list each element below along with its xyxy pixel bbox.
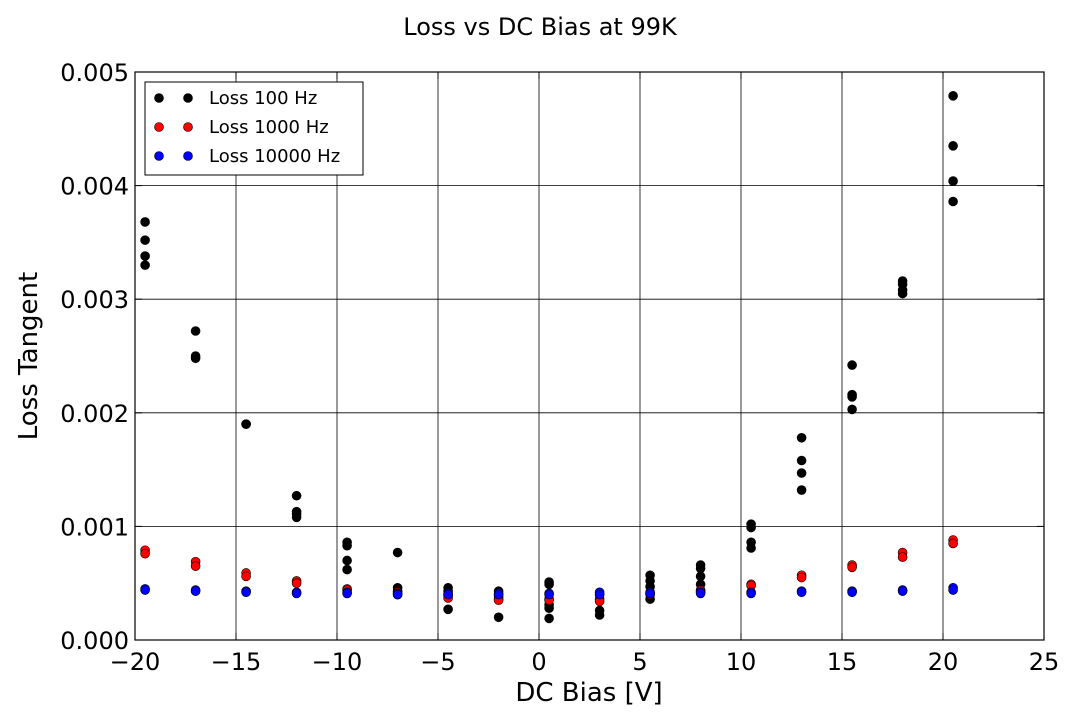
x-tick-label: −5 [420,648,455,676]
chart-legend: Loss 100 Hz Loss 1000 Hz Loss 10000 Hz [144,81,364,176]
data-point [897,552,908,562]
legend-label: Loss 1000 Hz [209,117,329,138]
chart-title: Loss vs DC Bias at 99K [403,13,678,41]
y-tick-label: 0.000 [60,627,129,655]
data-point [544,603,554,613]
data-point [897,288,908,299]
data-markers [140,91,958,624]
data-point [392,589,403,600]
data-point [443,589,453,600]
data-point [796,468,807,478]
legend-marker [183,93,193,103]
x-tick-label: 0 [531,648,546,676]
y-tick-label: 0.002 [60,400,129,428]
data-point [796,432,807,443]
data-point [796,485,807,495]
data-point [948,585,958,595]
data-point [948,141,958,151]
data-point [342,588,352,599]
data-point [695,571,706,582]
data-point [190,326,201,336]
data-point [847,587,857,598]
data-point [291,588,302,599]
y-tick-label: 0.001 [60,513,129,541]
data-point [847,404,857,415]
y-tick-label: 0.005 [60,59,129,87]
legend-marker [154,151,164,161]
legend-marker [154,122,164,132]
data-point [342,555,352,566]
legend-marker [183,151,193,161]
data-point [594,589,605,600]
legend-label: Loss 100 Hz [209,88,317,109]
data-point [695,563,706,574]
data-point [291,490,302,501]
data-point [493,612,504,623]
data-point [948,538,958,549]
grid-lines [135,72,1044,640]
data-point [746,588,756,599]
data-point [140,235,150,245]
data-point [291,512,302,523]
legend-marker [183,122,193,132]
x-tick-label: −20 [110,648,161,676]
data-point [594,610,605,620]
legend-marker [154,93,164,103]
data-point [948,196,958,207]
data-point [746,543,756,553]
data-point [140,548,150,559]
data-point [342,564,352,575]
data-point [140,251,150,261]
data-point [897,586,908,596]
data-point [241,419,251,429]
data-point [291,578,302,589]
data-point [645,588,655,599]
data-point [342,540,352,551]
data-point [392,547,403,558]
data-point [241,587,251,598]
data-point [847,562,857,573]
data-point [847,392,857,402]
data-point [948,176,958,186]
series-3-markers [140,582,958,600]
legend-box [144,81,364,176]
data-point [140,217,150,227]
data-point [796,455,807,466]
x-tick-label: 5 [632,648,647,676]
data-point [695,588,706,599]
data-point [847,360,857,370]
x-tick-label: −15 [211,648,262,676]
data-point [190,586,201,596]
y-tick-label: 0.004 [60,173,129,201]
data-point [544,613,554,624]
data-point [140,260,150,270]
data-point [746,522,756,533]
legend-label: Loss 10000 Hz [209,146,340,167]
x-tick-label: 25 [1029,648,1060,676]
y-axis-label: Loss Tangent [14,272,44,440]
data-point [544,579,554,590]
x-tick-label: 20 [928,648,959,676]
data-point [443,604,453,615]
x-tick-label: 15 [827,648,858,676]
data-point [190,353,201,364]
data-point [544,589,554,600]
x-tick-labels: −20 −15 −10 −5 0 5 10 15 20 25 [110,648,1060,676]
data-point [140,585,150,595]
data-point [241,571,251,582]
x-tick-label: −10 [312,648,363,676]
y-tick-labels: 0.000 0.001 0.002 0.003 0.004 0.005 [60,59,129,655]
data-point [796,587,807,598]
y-tick-label: 0.003 [60,286,129,314]
data-point [948,91,958,101]
data-point [493,589,504,600]
data-point [190,561,201,571]
axis-ticks [134,71,1045,641]
x-tick-label: 10 [726,648,757,676]
plot-area-frame [134,71,1045,641]
x-axis-label: DC Bias [V] [515,678,662,708]
data-point [796,572,807,583]
